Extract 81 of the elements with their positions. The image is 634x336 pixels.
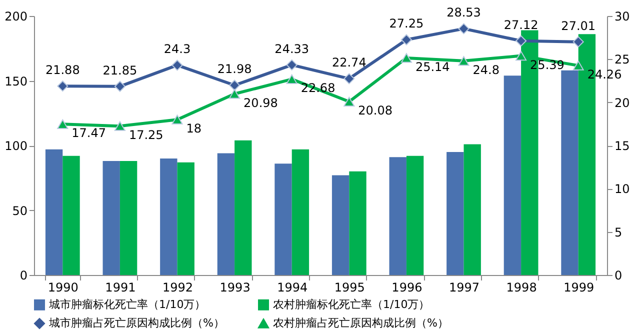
bar	[389, 157, 406, 275]
legend-label: 城市肿瘤标化死亡率（1/10万）	[48, 298, 206, 311]
data-label: 25.14	[415, 60, 450, 74]
data-label: 22.74	[332, 56, 366, 70]
data-label: 17.25	[128, 128, 164, 142]
data-label: 21.85	[102, 63, 138, 78]
y2-tick-label: 10	[614, 182, 630, 196]
y2-tick-label: 15	[614, 139, 630, 153]
y2-tick-label: 5	[614, 225, 622, 240]
bar	[217, 153, 235, 275]
point	[229, 89, 240, 99]
x-tick-label: 1990	[48, 280, 78, 294]
data-label: 18	[186, 122, 202, 136]
legend-label: 城市肿瘤占死亡原因构成比例（%）	[48, 316, 224, 330]
bar	[332, 175, 350, 275]
x-tick-label: 1998	[506, 280, 537, 294]
point	[516, 50, 527, 61]
y-tick-label: 200	[4, 10, 28, 24]
point	[114, 80, 126, 92]
bar	[406, 156, 424, 275]
point	[114, 121, 126, 131]
bar	[177, 162, 194, 275]
point	[344, 73, 355, 84]
point	[458, 56, 470, 66]
data-label: 24.3	[164, 42, 191, 56]
y2-tick-label: 20	[614, 96, 630, 110]
bar	[234, 140, 252, 275]
x-tick-label: 1999	[564, 280, 594, 294]
data-label: 27.01	[561, 18, 596, 33]
y-tick-label: 0	[20, 268, 28, 282]
x-tick-label: 1992	[162, 280, 194, 294]
point	[172, 60, 183, 71]
point	[286, 59, 298, 70]
x-tick-label: 1991	[105, 280, 136, 294]
data-label: 24.33	[274, 42, 310, 56]
bar	[446, 152, 464, 275]
y-tick-label: 50	[12, 204, 28, 218]
bar	[504, 76, 522, 275]
data-label: 20.08	[358, 104, 393, 118]
point	[400, 53, 412, 63]
point	[400, 34, 412, 46]
data-label: 21.88	[45, 63, 80, 78]
point	[572, 36, 584, 48]
point	[57, 80, 68, 92]
point	[57, 119, 68, 130]
x-tick-label: 1995	[334, 280, 365, 294]
y2-tick-label: 30	[614, 10, 630, 24]
legend-label: 农村肿瘤标化死亡率（1/10万）	[273, 298, 430, 311]
x-tick-label: 1997	[448, 280, 480, 294]
point	[286, 74, 298, 84]
bar	[45, 149, 63, 275]
x-tick-label: 1994	[277, 280, 308, 294]
bar	[102, 161, 120, 275]
point	[344, 96, 355, 106]
bar	[274, 164, 292, 275]
point	[172, 114, 183, 124]
bar	[349, 171, 366, 275]
y-tick-label: 150	[4, 74, 28, 88]
point	[572, 60, 584, 70]
bar	[160, 158, 178, 275]
data-label: 27.25	[389, 16, 424, 31]
x-tick-label: 1993	[220, 280, 250, 294]
data-label: 17.47	[72, 126, 106, 140]
bar	[561, 70, 578, 275]
point	[458, 23, 470, 34]
x-tick-label: 1996	[392, 280, 422, 294]
bar	[62, 156, 80, 275]
data-label: 21.98	[217, 62, 252, 76]
point	[229, 80, 240, 91]
data-label: 24.8	[472, 62, 500, 77]
bar	[292, 149, 310, 275]
y2-tick-label: 0	[614, 268, 622, 282]
y-tick-label: 100	[4, 139, 28, 153]
point	[516, 35, 527, 46]
data-label: 27.12	[504, 18, 538, 32]
y2-tick-label: 25	[614, 52, 630, 67]
data-label: 28.53	[446, 6, 481, 20]
bar	[120, 161, 138, 275]
legend-label: 农村肿瘤占死亡原因构成比例（%）	[273, 316, 448, 330]
bar	[464, 144, 481, 275]
data-label: 20.98	[244, 96, 278, 110]
